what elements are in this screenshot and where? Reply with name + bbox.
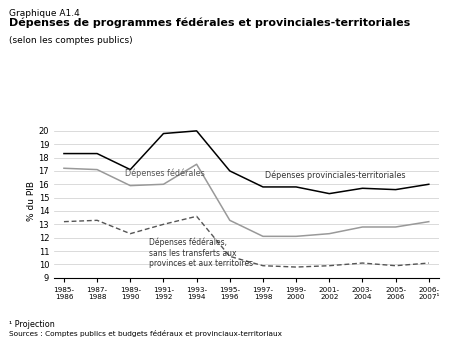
Text: Dépenses fédérales,
sans les transferts aux
provinces et aux territoires: Dépenses fédérales, sans les transferts … bbox=[148, 238, 252, 268]
Text: Dépenses de programmes fédérales et provinciales-territoriales: Dépenses de programmes fédérales et prov… bbox=[9, 17, 410, 28]
Text: (selon les comptes publics): (selon les comptes publics) bbox=[9, 36, 133, 45]
Text: Graphique A1.4: Graphique A1.4 bbox=[9, 9, 80, 18]
Text: Dépenses fédérales: Dépenses fédérales bbox=[125, 168, 205, 178]
Y-axis label: % du PIB: % du PIB bbox=[27, 181, 36, 221]
Text: Sources : Comptes publics et budgets fédéraux et provinciaux-territoriaux: Sources : Comptes publics et budgets féd… bbox=[9, 330, 282, 337]
Text: Dépenses provinciales-territoriales: Dépenses provinciales-territoriales bbox=[265, 171, 405, 180]
Text: ¹ Projection: ¹ Projection bbox=[9, 320, 55, 329]
